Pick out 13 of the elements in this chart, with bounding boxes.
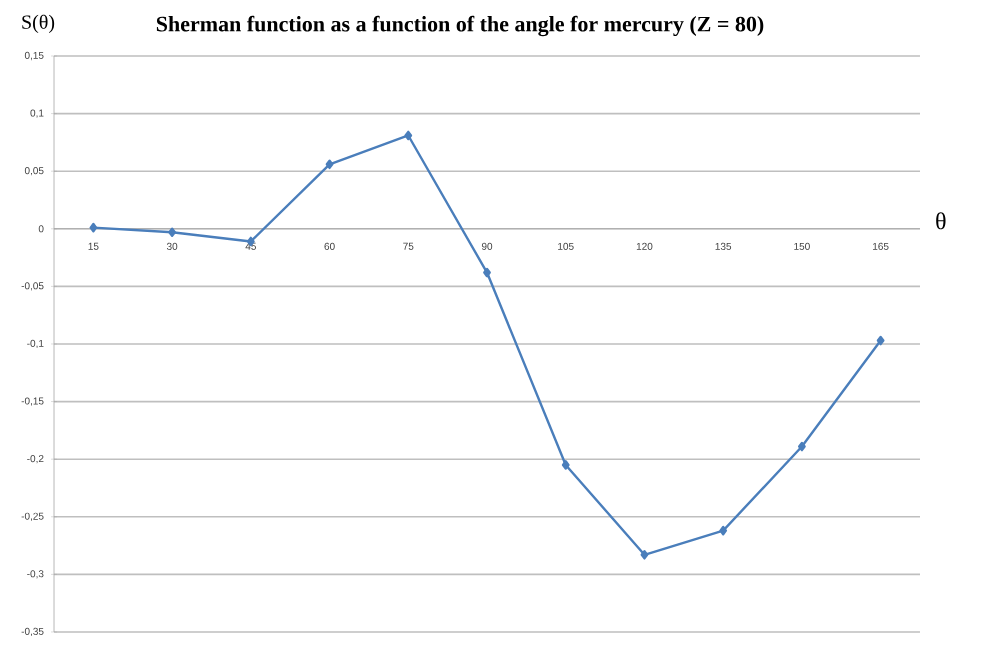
point (876, 335, 885, 346)
point (640, 549, 649, 560)
chart-title: Sherman function as a function of the angle for mercury (Z = 80) (156, 15, 764, 37)
x-axis-title: θ (936, 212, 946, 230)
y-axis-title: S(θ) (22, 14, 55, 33)
point (89, 222, 98, 233)
point (798, 441, 806, 452)
point (168, 227, 177, 238)
point (483, 267, 491, 278)
point (404, 130, 413, 141)
point (561, 460, 570, 470)
point (325, 159, 334, 170)
point (719, 525, 728, 536)
